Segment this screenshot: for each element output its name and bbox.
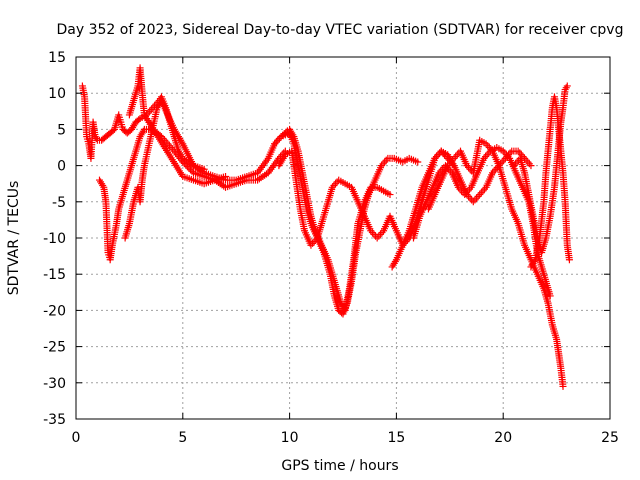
data-point: [414, 158, 422, 166]
chart-title: Day 352 of 2023, Sidereal Day-to-day VTE…: [57, 22, 624, 38]
x-tick-label: 15: [387, 430, 405, 446]
data-point: [179, 158, 187, 166]
x-tick-label: 0: [72, 430, 81, 446]
y-tick-label: -30: [43, 376, 66, 392]
data-point: [186, 166, 194, 174]
data-point: [180, 160, 188, 168]
series-track-late-e: [527, 93, 573, 271]
x-tick-label: 25: [601, 430, 619, 446]
y-tick-label: 5: [57, 122, 66, 138]
x-tick-label: 10: [281, 430, 299, 446]
y-tick-label: -15: [43, 267, 66, 283]
x-axis-label: GPS time / hours: [281, 458, 398, 474]
series-track-early-b: [95, 125, 230, 264]
data-point: [135, 116, 143, 124]
data-point: [527, 162, 535, 170]
data-point: [182, 161, 190, 169]
data-point: [559, 382, 567, 390]
data-points: [78, 64, 573, 390]
data-point: [565, 256, 573, 264]
y-tick-label: -25: [43, 340, 66, 356]
data-point: [185, 164, 193, 172]
y-tick-label: -5: [52, 195, 66, 211]
y-tick-label: -10: [43, 231, 66, 247]
y-tick-label: 15: [48, 50, 66, 66]
y-tick-label: -35: [43, 412, 66, 428]
y-tick-label: 10: [48, 86, 66, 102]
y-axis-label: SDTVAR / TECUs: [6, 181, 22, 296]
data-point: [563, 82, 571, 90]
ticks: 0 5 10 15 20 25 -35 -30 -25 -20 -15 -10 -5 0 5 10 15: [43, 50, 619, 446]
y-tick-label: 0: [57, 159, 66, 175]
x-tick-label: 5: [178, 430, 187, 446]
x-tick-label: 20: [494, 430, 512, 446]
series-track-mid-b: [286, 125, 394, 314]
y-tick-label: -20: [43, 303, 66, 319]
data-point: [546, 292, 554, 300]
series-track-late-c: [424, 136, 567, 390]
data-point: [386, 191, 394, 199]
series-track-late-a: [388, 147, 535, 271]
data-point: [188, 167, 196, 175]
data-point: [183, 163, 191, 171]
